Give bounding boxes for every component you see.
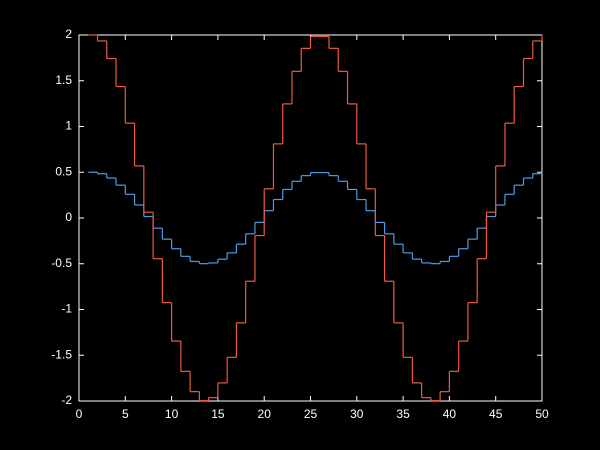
x-tick-label: 50: [535, 407, 549, 421]
y-tick-label: -0.5: [51, 256, 72, 270]
y-tick-label: 0: [65, 210, 72, 224]
y-tick-label: 2: [65, 27, 72, 41]
x-tick-label: 35: [396, 407, 410, 421]
x-tick-label: 5: [122, 407, 129, 421]
x-tick-label: 20: [258, 407, 272, 421]
x-tick-label: 40: [443, 407, 457, 421]
y-tick-label: 0.5: [55, 164, 72, 178]
x-tick-label: 10: [165, 407, 179, 421]
y-tick-label: -2: [61, 393, 72, 407]
x-tick-label: 45: [489, 407, 503, 421]
y-tick-label: 1.5: [55, 73, 72, 87]
x-tick-label: 30: [350, 407, 364, 421]
y-tick-label: 1: [65, 119, 72, 133]
x-tick-label: 0: [76, 407, 83, 421]
plot-area: [78, 34, 543, 402]
x-tick-label: 25: [304, 407, 318, 421]
x-tick-label: 15: [211, 407, 225, 421]
y-tick-label: -1: [61, 302, 72, 316]
y-tick-label: -1.5: [51, 347, 72, 361]
